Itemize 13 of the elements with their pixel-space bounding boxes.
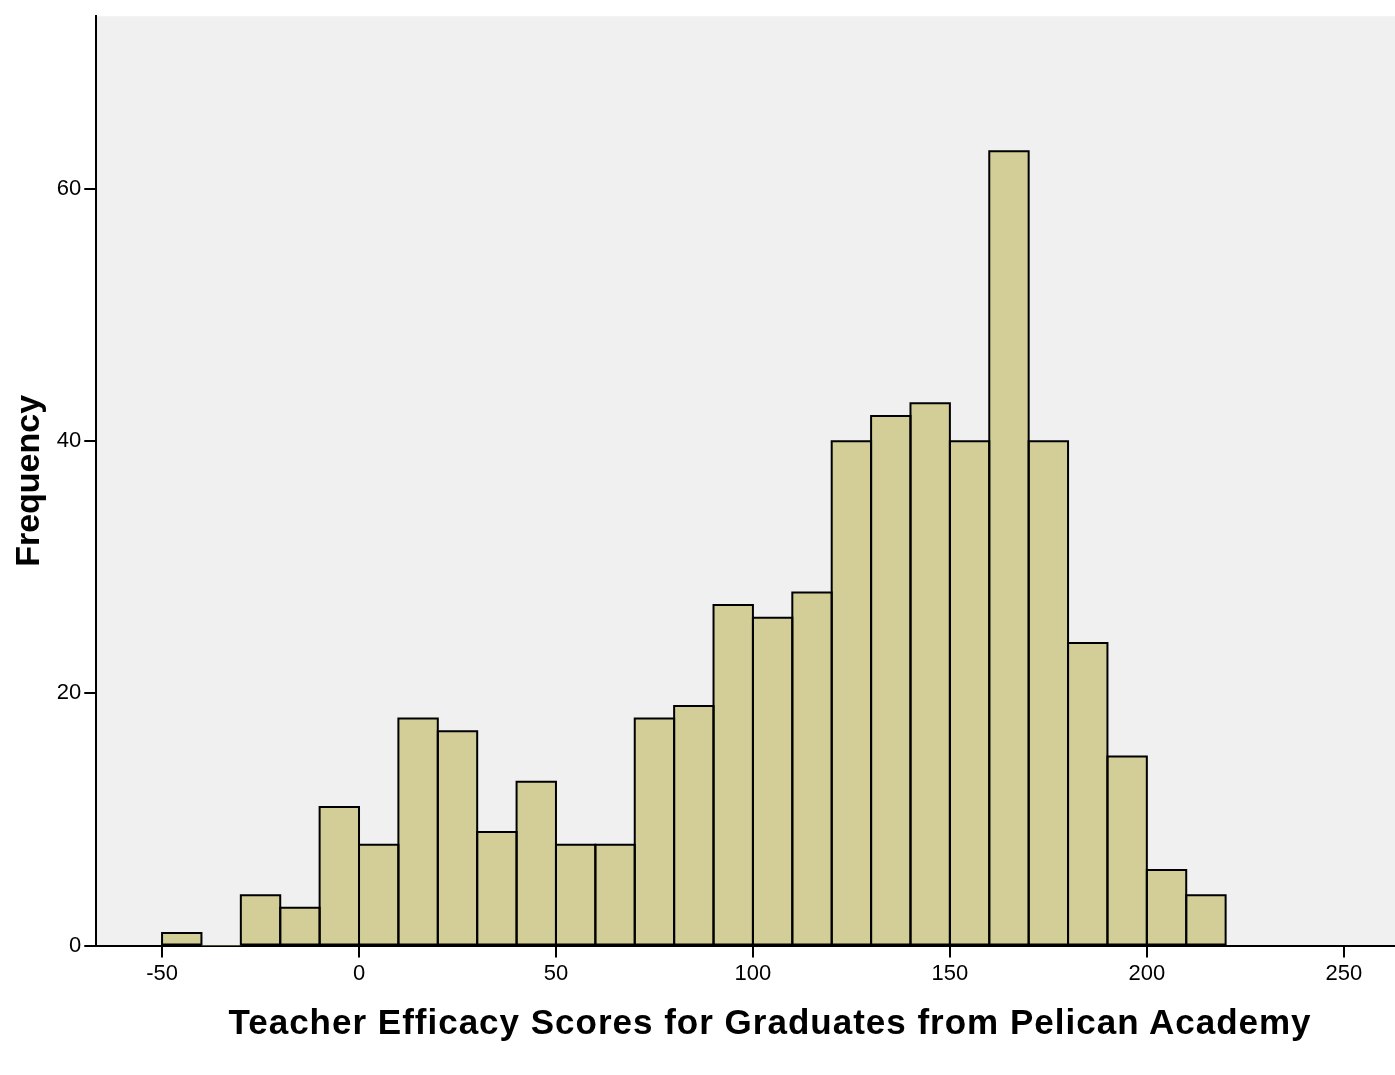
y-tick-label: 60 bbox=[56, 175, 82, 201]
x-tick-label: 250 bbox=[1325, 959, 1363, 985]
x-tick-label: 100 bbox=[734, 959, 772, 985]
x-tick-label: 50 bbox=[543, 959, 569, 985]
x-axis-title: Teacher Efficacy Scores for Graduates from Pelican Academy bbox=[227, 1002, 1313, 1041]
x-tick-label: 0 bbox=[352, 959, 366, 985]
x-tick-label: 200 bbox=[1128, 959, 1166, 985]
y-tick-label: 40 bbox=[56, 427, 82, 453]
y-tick-label: 20 bbox=[56, 679, 82, 705]
x-tick-label: -50 bbox=[146, 959, 178, 985]
x-tick-label: 150 bbox=[931, 959, 969, 985]
y-axis-title: Frequency bbox=[7, 394, 46, 567]
y-tick-label: 0 bbox=[69, 931, 82, 957]
